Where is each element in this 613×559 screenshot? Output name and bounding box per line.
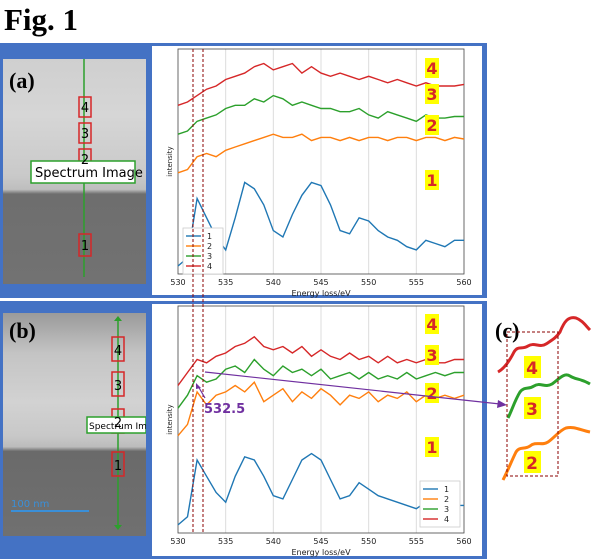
chart-a-axes-frame [177,48,465,275]
chart-a-x-tick-label: 535 [218,278,233,287]
inset-curve-3 [506,373,591,419]
chart-a-y-axis-label: intensity [166,146,174,176]
marker-box-3 [111,371,125,397]
chart-a-series-2-line [177,133,465,174]
inset-curve-4 [497,316,592,374]
inset-dashed-box [506,331,559,477]
chart-b-legend-label-1: 1 [444,485,449,494]
chart-a-x-tick-label: 550 [361,278,376,287]
marker-box-4 [78,96,92,118]
annotation-arrow-head [196,383,201,389]
chart-a-legend-label-4: 4 [207,262,212,271]
inset-label-3: 3 [526,400,538,420]
micrograph-b: Spectrum Image 4 3 2 1 100 nm [3,313,146,536]
scale-bar-label: 100 nm [11,499,49,510]
inset-label-4-bg [524,356,541,378]
micrograph-a: Spectrum Image 4 3 2 1 [3,59,146,284]
inset-label-3-bg [524,397,541,419]
chart-b-series-1-line [177,452,464,526]
chart-b-curve-label-4: 4 [426,315,437,334]
chart-b-y-axis-label: intensity [166,404,174,434]
chart-b-x-tick-label: 555 [409,537,424,546]
spectrum-image-label: Spectrum Image [35,166,143,181]
panel-b-label: (b) [9,318,36,343]
chart-b-curve-label-1: 1 [426,438,437,457]
chart-b-curve-label-2: 2 [426,384,437,403]
chart-b-series-3-line [177,358,464,409]
marker-box-1 [78,233,92,257]
figure-title: Fig. 1 [4,2,79,37]
chart-b-x-axis-label: Energy loss/eV [291,548,351,557]
marker-box-3 [78,122,92,144]
chart-a-x-tick-label: 555 [409,278,424,287]
chart-b-series-4-line [177,335,464,386]
spectrum-image-box [30,160,136,184]
chart-a-legend-label-1: 1 [207,232,212,241]
marker-label-3: 3 [81,127,89,142]
chart-a-x-tick-label: 530 [170,278,185,287]
micrograph-a-overlay: Spectrum Image 4 3 2 1 [30,59,143,277]
chart-a-x-axis-label: Energy loss/eV [291,289,351,298]
chart-b-x-tick-label: 560 [456,537,471,546]
chart-b-legend-label-4: 4 [444,515,449,524]
inset-pointer-arrowhead [497,400,507,408]
spectrum-image-box [86,416,146,434]
chart-a-curve-label-3: 3 [426,85,437,104]
chart-a-curve-label-2: 2 [426,116,437,135]
marker-label-2: 2 [81,153,89,168]
chart-a-curve-label-bg-3 [425,84,439,104]
chart-a-x-tick-label: 560 [456,278,471,287]
chart-a-curve-label-bg-1 [425,170,439,190]
profile-end-arrow [114,525,122,530]
inset-label-4: 4 [526,359,538,379]
chart-b-series-2-line [177,381,465,437]
chart-b-x-tick-label: 540 [266,537,281,546]
inset-pointer-arrow [204,371,501,405]
marker-label-3: 3 [114,379,122,394]
profile-start-arrow [114,316,122,321]
chart-a-curve-label-bg-2 [425,115,439,135]
chart-b-legend-label-2: 2 [444,495,449,504]
chart-b-x-tick-label: 535 [218,537,233,546]
chart-b-legend-label-3: 3 [444,505,449,514]
inset-curve-2 [501,426,591,481]
marker-box-1 [111,451,125,477]
marker-label-2: 2 [114,416,122,431]
chart-b-curve-label-bg-2 [425,383,439,403]
micrograph-b-overlay: Spectrum Image 4 3 2 1 100 nm [11,316,146,530]
chart-b-curve-label-3: 3 [426,346,437,365]
chart-b-x-tick-label: 550 [361,537,376,546]
chart-a-curve-label-4: 4 [426,59,437,78]
chart-a-curve-label-1: 1 [426,171,437,190]
chart-a-x-tick-label: 540 [266,278,281,287]
chart-b-x-tick-label: 545 [313,537,328,546]
marker-label-4: 4 [114,344,122,359]
chart-a-series-3-line [177,94,464,135]
chart-b-curve-label-bg-4 [425,314,439,334]
chart-b-x-tick-label: 530 [170,537,185,546]
chart-b-axes-frame [177,305,465,534]
chart-a-curve-label-bg-4 [425,58,439,78]
inset-label-2: 2 [526,454,538,474]
panel-a-label: (a) [9,68,35,93]
marker-label-1: 1 [114,459,122,474]
marker-label-1: 1 [81,239,89,254]
chart-a-series-1-line [177,181,464,267]
spectrum-image-label: Spectrum Image [89,422,146,432]
panel-c-label: (c) [495,318,520,343]
chart-a-legend-label-2: 2 [207,242,212,251]
chart-a-series-4-line [177,62,465,106]
marker-box-4 [111,336,125,362]
chart-a-legend-label-3: 3 [207,252,212,261]
inset-label-2-bg [524,451,541,473]
annotation-532-5: 532.5 [204,402,245,417]
chart-a-x-tick-label: 545 [313,278,328,287]
marker-label-4: 4 [81,101,89,116]
chart-b-curve-label-bg-1 [425,437,439,457]
chart-b-curve-label-bg-3 [425,345,439,365]
